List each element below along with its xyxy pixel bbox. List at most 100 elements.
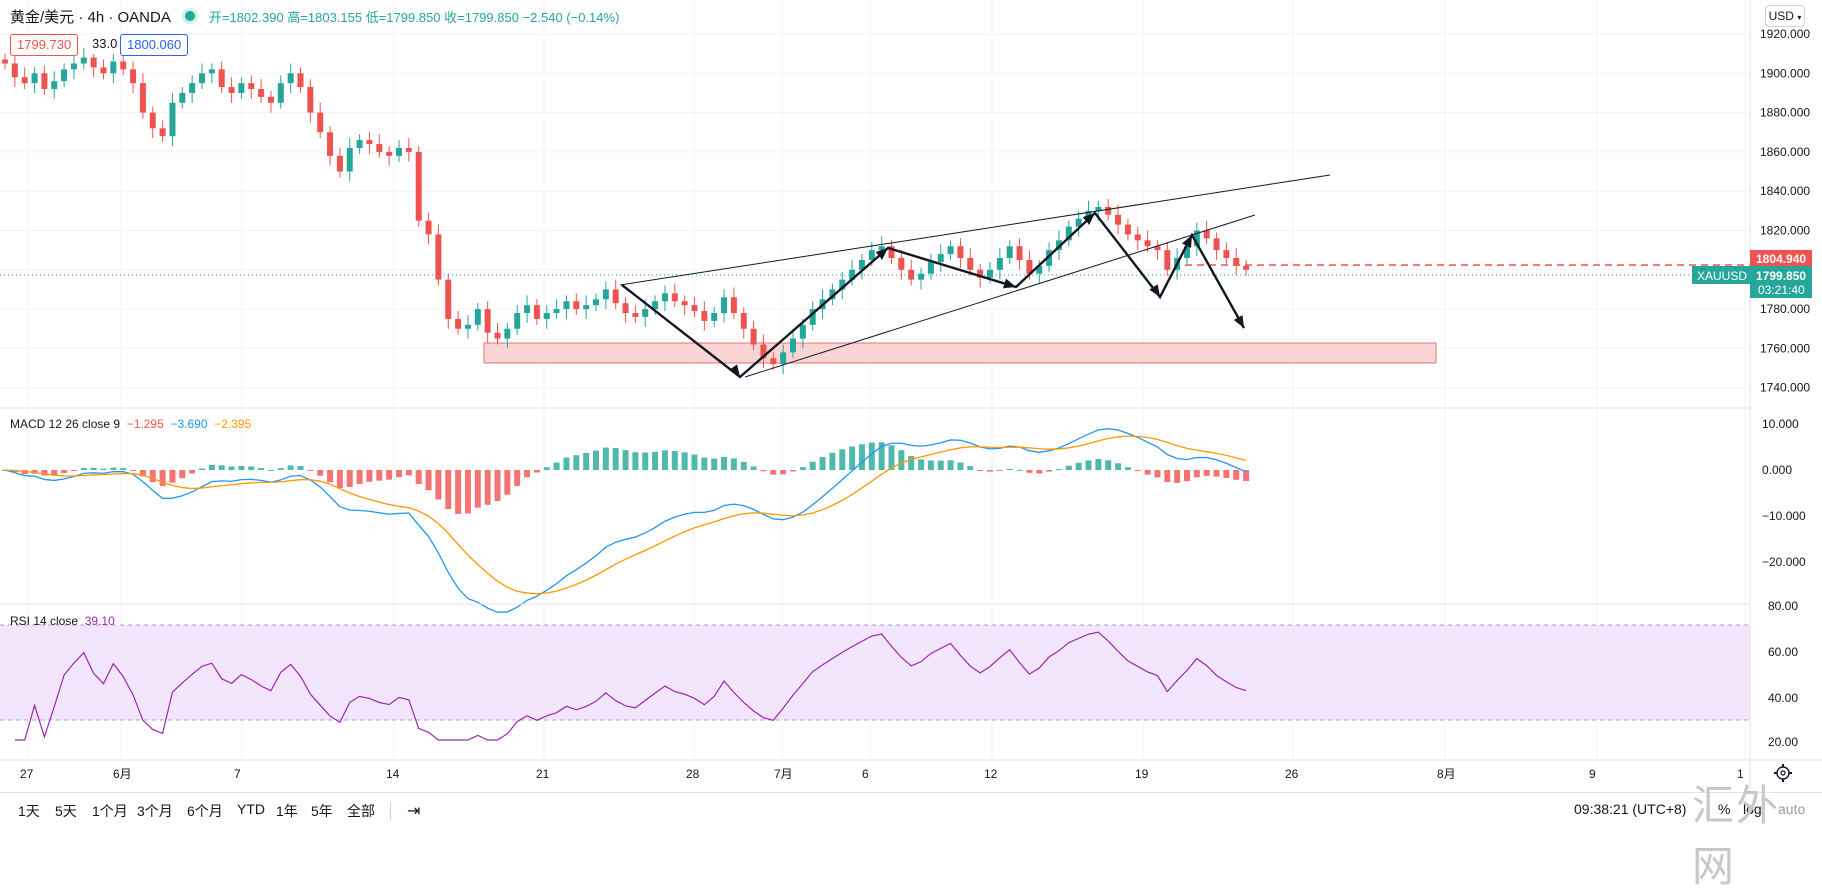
time-tick-label: 19 — [1135, 767, 1149, 781]
candle-body — [1036, 265, 1043, 274]
time-tick-label: 21 — [536, 767, 550, 781]
macd-histogram-bar — [868, 442, 875, 470]
macd-histogram-bar — [671, 451, 678, 470]
symbol-title[interactable]: 黄金/美元 · 4h · OANDA — [10, 8, 171, 26]
macd-histogram-bar — [593, 450, 599, 470]
macd-histogram-bar — [927, 460, 934, 470]
candle-body — [1124, 224, 1131, 235]
candle-body — [376, 144, 383, 152]
price-tick-label: 1740.000 — [1760, 381, 1810, 395]
price-tick-label: 1880.000 — [1760, 106, 1810, 120]
range-1y[interactable]: 1年 — [276, 803, 298, 819]
price-tag-red: 1804.940 — [1750, 250, 1812, 267]
arrowhead — [1149, 284, 1160, 297]
percent-toggle[interactable]: % — [1718, 801, 1731, 817]
range-5d[interactable]: 5天 — [55, 803, 77, 819]
candle-body — [1095, 206, 1102, 211]
time-tick-label: 14 — [386, 767, 400, 781]
macd-legend[interactable]: MACD 12 26 close 9 −1.295 −3.690 −2.395 — [10, 417, 251, 431]
candle-body — [415, 151, 422, 221]
candle-body — [514, 313, 521, 329]
macd-histogram-bar — [90, 467, 97, 470]
time-tick-label: 27 — [20, 767, 34, 781]
macd-histogram-bar — [711, 458, 718, 470]
candle-body — [691, 305, 698, 312]
macd-histogram-bar — [652, 451, 659, 470]
macd-histogram-bar — [553, 462, 560, 470]
candle-body — [878, 246, 885, 251]
range-3m[interactable]: 3个月 — [137, 803, 173, 819]
macd-histogram-bar — [1223, 470, 1230, 479]
macd-histogram-bar — [110, 467, 117, 470]
range-1m[interactable]: 1个月 — [92, 803, 128, 819]
range-1d[interactable]: 1天 — [18, 803, 40, 819]
candle-body — [218, 69, 225, 88]
symbol-header: 黄金/美元 · 4h · OANDA 开=1802.390 高=1803.155… — [10, 6, 619, 26]
macd-histogram-bar — [159, 470, 166, 487]
candle-body — [474, 309, 481, 325]
macd-histogram-bar — [80, 467, 87, 470]
macd-histogram-bar — [1046, 470, 1053, 472]
log-toggle[interactable]: log — [1743, 801, 1762, 817]
currency-select[interactable]: USD ▾ — [1765, 5, 1805, 27]
range-5y[interactable]: 5年 — [311, 803, 333, 819]
range-ytd[interactable]: YTD — [237, 801, 265, 817]
site-watermark-logo: 汇外网 — [1692, 772, 1822, 894]
macd-value-macd: −3.690 — [170, 417, 208, 431]
macd-histogram-bar — [878, 442, 885, 470]
candle-body — [829, 289, 836, 300]
auto-toggle[interactable]: auto — [1778, 801, 1806, 817]
candle-body — [248, 83, 255, 90]
candle-body — [898, 258, 905, 270]
price-tick-label: 1820.000 — [1760, 224, 1810, 238]
macd-histogram-bar — [839, 449, 846, 470]
candle-body — [1233, 258, 1240, 266]
buy-price-button[interactable]: 1800.060 — [120, 34, 189, 56]
candle-body — [602, 289, 609, 300]
macd-histogram-bar — [70, 470, 77, 471]
candle-body — [297, 73, 304, 88]
price-tick-label: 1760.000 — [1760, 341, 1810, 355]
wedge-annotation — [619, 174, 1331, 379]
macd-histogram-bar — [918, 459, 925, 470]
macd-histogram-bar — [484, 470, 491, 505]
clock[interactable]: 09:38:21 (UTC+8) — [1574, 801, 1687, 817]
candle-body — [750, 328, 757, 345]
candle-body — [573, 301, 580, 310]
candle-body — [494, 332, 501, 339]
rsi-tick-label: 20.00 — [1768, 735, 1798, 749]
chart-canvas[interactable]: 1920.000 1900.000 1880.000 1860.000 1840.000… — [0, 0, 1822, 829]
macd-histogram-bar — [524, 470, 531, 478]
rsi-tick-label: 80.00 — [1768, 599, 1798, 613]
macd-histogram-bar — [691, 454, 698, 470]
candle-body — [169, 102, 176, 137]
sell-price-button[interactable]: 1799.730 — [10, 34, 79, 56]
macd-histogram-bar — [386, 470, 393, 480]
candle-body — [1085, 210, 1092, 219]
candle-body — [179, 92, 186, 103]
candle-body — [336, 155, 343, 172]
range-6m[interactable]: 6个月 — [187, 803, 223, 819]
macd-histogram-bar — [1036, 470, 1043, 474]
price-tag-symbol: XAUUSD — [1697, 269, 1747, 283]
price-tick-label: 1840.000 — [1760, 184, 1810, 198]
macd-histogram-bar — [849, 446, 856, 470]
goto-date-icon[interactable]: ⇥ — [407, 803, 421, 820]
macd-histogram-bar — [957, 462, 964, 470]
candle-body — [937, 254, 944, 262]
candle-body — [1075, 218, 1082, 227]
time-tick-label: 9 — [1589, 767, 1596, 781]
rsi-legend[interactable]: RSI 14 close 39.10 — [10, 614, 115, 628]
macd-histogram-bar — [612, 448, 619, 470]
macd-histogram-bar — [1016, 469, 1023, 471]
arrowhead — [875, 248, 888, 260]
macd-histogram-bar — [750, 466, 757, 470]
candle-body — [957, 246, 964, 259]
macd-histogram-bar — [248, 466, 255, 470]
settings-gear-icon[interactable] — [1774, 764, 1792, 782]
candle-body — [238, 83, 245, 93]
time-tick-label: 7 — [234, 767, 241, 781]
range-all[interactable]: 全部 — [347, 803, 375, 819]
macd-histogram-bar — [563, 457, 570, 470]
wedge-upper-line — [619, 174, 1331, 286]
